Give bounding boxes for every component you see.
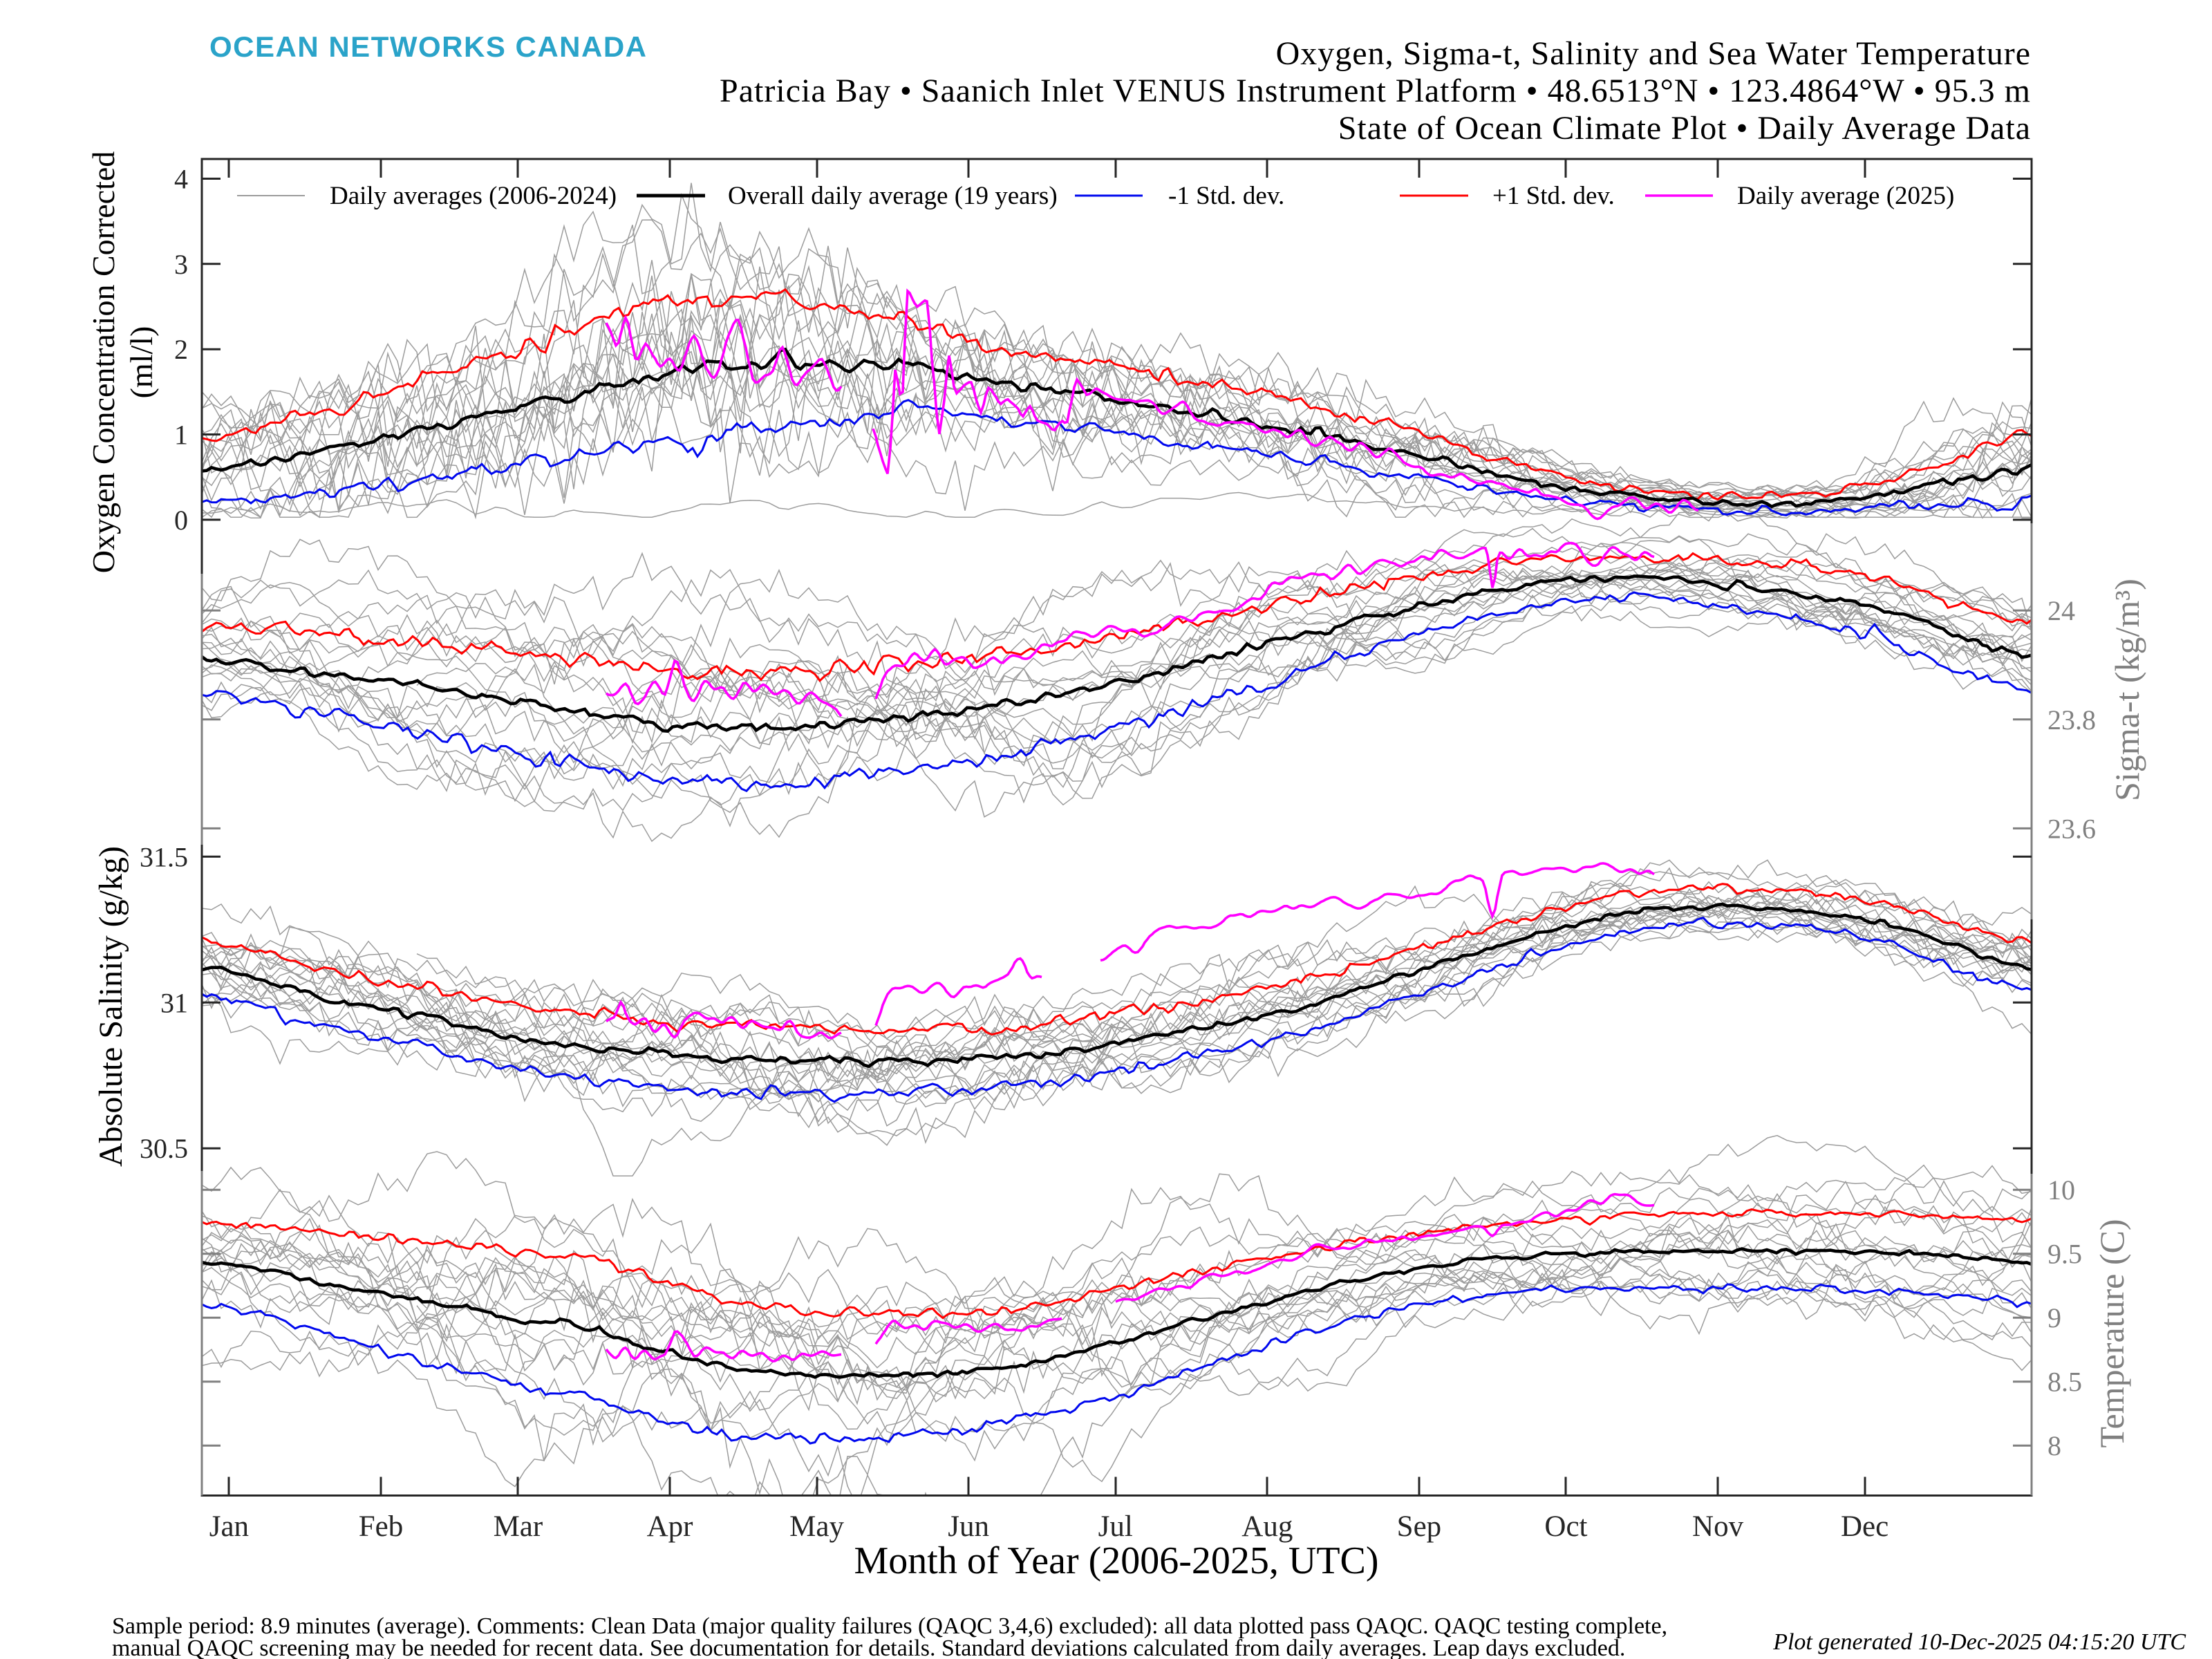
svg-text:OCEAN NETWORKS CANADA: OCEAN NETWORKS CANADA — [209, 30, 648, 63]
svg-text:Jul: Jul — [1098, 1510, 1133, 1543]
svg-text:2: 2 — [174, 334, 188, 365]
svg-text:10: 10 — [2047, 1174, 2075, 1206]
svg-text:May: May — [789, 1510, 844, 1543]
svg-text:3: 3 — [174, 249, 188, 280]
svg-text:Oct: Oct — [1544, 1510, 1587, 1543]
svg-text:Plot generated 10-Dec-2025 04:: Plot generated 10-Dec-2025 04:15:20 UTC — [1772, 1629, 2186, 1655]
svg-text:State of Ocean Climate Plot •: State of Ocean Climate Plot • Daily Aver… — [1338, 110, 2031, 147]
svg-text:Sample period: 8.9 minutes (av: Sample period: 8.9 minutes (average). Co… — [112, 1613, 1667, 1639]
svg-text:Daily average (2025): Daily average (2025) — [1737, 182, 1954, 210]
svg-text:Month of Year (2006-2025, UTC): Month of Year (2006-2025, UTC) — [854, 1539, 1378, 1582]
svg-text:manual QAQC screening may be n: manual QAQC screening may be needed for … — [112, 1635, 1625, 1659]
svg-text:Nov: Nov — [1692, 1510, 1744, 1543]
svg-text:23.6: 23.6 — [2047, 813, 2096, 844]
svg-text:31.5: 31.5 — [140, 841, 188, 872]
svg-text:24: 24 — [2047, 595, 2075, 626]
svg-text:30.5: 30.5 — [140, 1133, 188, 1164]
svg-text:9: 9 — [2047, 1302, 2061, 1333]
svg-text:Overall daily average (19 year: Overall daily average (19 years) — [728, 182, 1058, 210]
svg-text:Jan: Jan — [209, 1510, 249, 1543]
svg-text:Absolute Salinity (g/kg): Absolute Salinity (g/kg) — [93, 846, 129, 1167]
svg-text:+1 Std. dev.: +1 Std. dev. — [1492, 182, 1615, 210]
svg-text:1: 1 — [174, 420, 188, 451]
svg-text:8.5: 8.5 — [2047, 1367, 2082, 1398]
svg-text:Dec: Dec — [1841, 1510, 1888, 1543]
svg-text:Sigma-t (kg/m³): Sigma-t (kg/m³) — [2108, 579, 2146, 801]
svg-text:Apr: Apr — [647, 1510, 693, 1543]
svg-text:-1 Std. dev.: -1 Std. dev. — [1168, 182, 1284, 210]
svg-text:Feb: Feb — [359, 1510, 404, 1543]
svg-text:Oxygen Concentration Corrected: Oxygen Concentration Corrected — [86, 151, 121, 574]
svg-text:Sep: Sep — [1397, 1510, 1442, 1543]
svg-text:Mar: Mar — [494, 1510, 543, 1543]
svg-text:Oxygen, Sigma-t, Salinity and: Oxygen, Sigma-t, Salinity and Sea Water … — [1276, 35, 2031, 72]
svg-text:9.5: 9.5 — [2047, 1239, 2082, 1270]
svg-text:4: 4 — [174, 163, 188, 194]
svg-text:Jun: Jun — [948, 1510, 989, 1543]
svg-text:(ml/l): (ml/l) — [124, 326, 159, 399]
svg-text:23.8: 23.8 — [2047, 704, 2096, 735]
svg-text:8: 8 — [2047, 1430, 2061, 1461]
svg-text:Temperature (C): Temperature (C) — [2092, 1219, 2131, 1447]
svg-text:Patricia Bay • Saanich Inlet V: Patricia Bay • Saanich Inlet VENUS Instr… — [720, 73, 2031, 109]
svg-text:0: 0 — [174, 505, 188, 536]
svg-text:Aug: Aug — [1241, 1510, 1293, 1543]
svg-text:Daily averages (2006-2024): Daily averages (2006-2024) — [330, 182, 617, 210]
svg-text:31: 31 — [160, 987, 188, 1018]
